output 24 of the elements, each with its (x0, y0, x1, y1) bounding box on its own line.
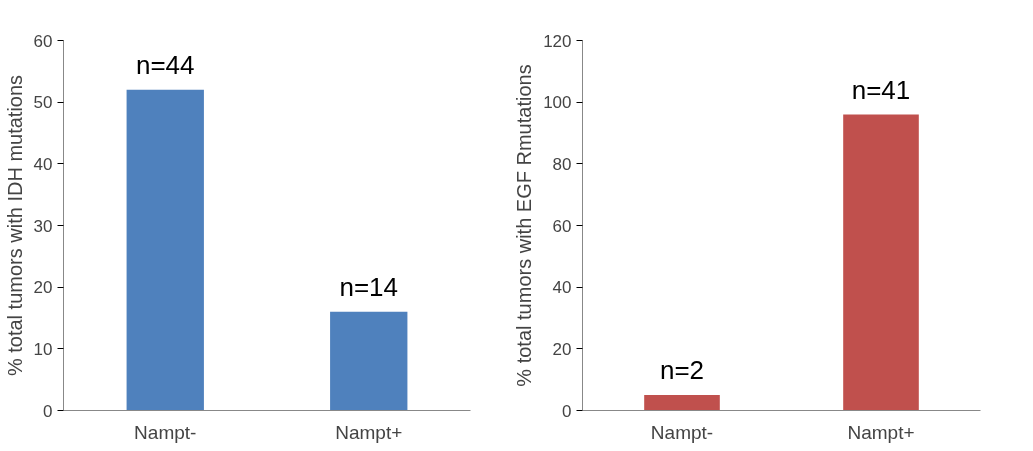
annotation: n=14 (339, 271, 399, 302)
y-tick-label: 40 (552, 278, 572, 298)
x-tick-label: Nampt+ (847, 421, 915, 443)
annotation: n=2 (659, 355, 705, 386)
x-tick-label: Nampt+ (335, 421, 403, 443)
y-tick-label: 50 (33, 93, 53, 113)
y-axis-title: % total tumors with EGF Rmutations (513, 64, 536, 387)
x-tick-label: Nampt- (134, 421, 197, 443)
y-tick-label: 0 (43, 401, 53, 421)
y-tick-label: 20 (552, 339, 572, 359)
y-tick-label: 20 (33, 278, 53, 298)
y-tick-label: 60 (552, 216, 572, 236)
x-tick-label: Nampt- (650, 421, 714, 443)
y-tick-label: 10 (33, 339, 53, 359)
y-tick-label: 80 (552, 154, 572, 174)
y-tick-label: 100 (543, 93, 572, 113)
y-tick-label: 0 (562, 401, 572, 421)
annotation: n=41 (851, 74, 911, 105)
y-axis-title: % total tumors with IDH mutations (3, 74, 26, 377)
y-tick-label: 30 (33, 216, 53, 236)
y-tick-label: 60 (33, 31, 53, 51)
y-tick-label: 40 (33, 154, 53, 174)
annotation: n=44 (135, 49, 195, 80)
y-tick-label: 120 (543, 31, 572, 51)
